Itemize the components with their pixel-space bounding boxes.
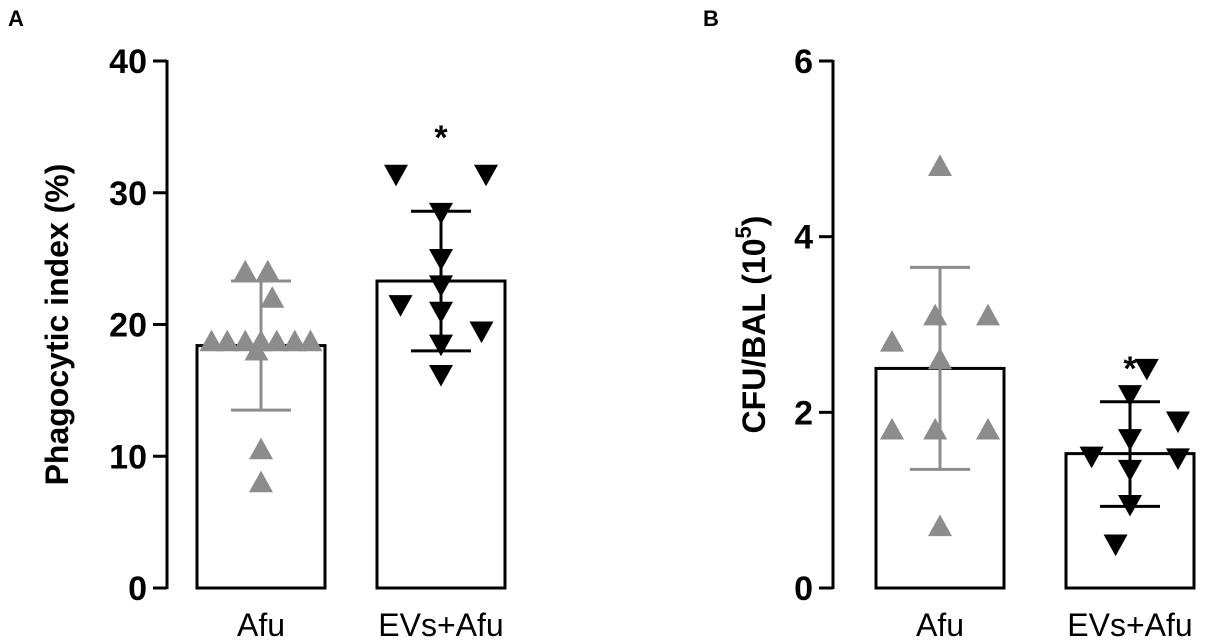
data-point: [260, 286, 285, 308]
y-tick-label: 20: [109, 307, 147, 345]
data-point: [1118, 494, 1142, 517]
data-point: [1118, 459, 1142, 482]
data-point: [1079, 446, 1104, 469]
data-point: [244, 338, 269, 361]
data-point: [880, 417, 904, 440]
data-point: [1118, 429, 1142, 451]
data-point: [384, 164, 408, 187]
data-point: [429, 249, 453, 271]
data-point: [249, 437, 273, 460]
y-tick-label: 0: [794, 570, 813, 608]
data-point: [976, 303, 1000, 326]
panel-label: A: [8, 6, 24, 31]
y-tick-label: 0: [128, 570, 147, 608]
data-point: [199, 329, 224, 352]
data-point: [880, 330, 904, 352]
y-tick-label: 10: [109, 438, 147, 476]
significance-marker: *: [1123, 350, 1137, 388]
category-label: EVs+Afu: [1067, 607, 1192, 641]
chart-panel-a: A 0 10 20 30 40 Phagocytic index (%) Afu * EVs+Af…: [8, 6, 507, 641]
y-tick-label: 4: [794, 219, 813, 257]
data-point: [264, 329, 289, 352]
data-point: [429, 202, 453, 225]
panel-label: B: [703, 6, 719, 31]
y-tick-label: 40: [109, 43, 147, 81]
data-point: [429, 334, 453, 357]
data-point: [1118, 385, 1142, 407]
data-point: [429, 364, 453, 387]
category-label: EVs+Afu: [378, 607, 503, 641]
data-point: [1103, 534, 1128, 557]
bar-1: [1064, 452, 1196, 590]
data-point: [928, 347, 952, 370]
data-point: [923, 417, 948, 440]
y-axis-title: Phagocytic index (%): [39, 164, 75, 486]
data-point: [923, 303, 948, 326]
data-point: [928, 154, 952, 176]
data-point: [1166, 448, 1190, 471]
data-point: [429, 275, 453, 297]
significance-marker: *: [434, 119, 448, 157]
y-axis-title: CFU/BAL (105): [731, 216, 772, 434]
y-tick-label: 2: [794, 394, 813, 432]
category-label: Afu: [237, 607, 285, 641]
data-point: [469, 321, 494, 344]
data-point: [249, 470, 273, 493]
data-point: [388, 295, 413, 317]
data-point: [233, 329, 258, 352]
data-point: [255, 259, 280, 282]
data-point: [429, 301, 453, 324]
data-point: [298, 329, 323, 352]
data-point: [233, 259, 258, 282]
data-point: [1166, 411, 1190, 434]
chart-panel-b: B 0 2 4 6 CFU/BAL (105) Afu * EVs+Afu: [703, 6, 1196, 641]
data-point: [215, 329, 240, 352]
y-tick-label: 30: [109, 175, 147, 213]
category-label: Afu: [916, 607, 964, 641]
data-point: [282, 329, 307, 352]
data-point: [474, 164, 498, 187]
data-point: [1134, 358, 1159, 381]
data-point: [976, 417, 1000, 440]
data-point: [928, 514, 952, 537]
y-tick-label: 6: [794, 43, 813, 81]
